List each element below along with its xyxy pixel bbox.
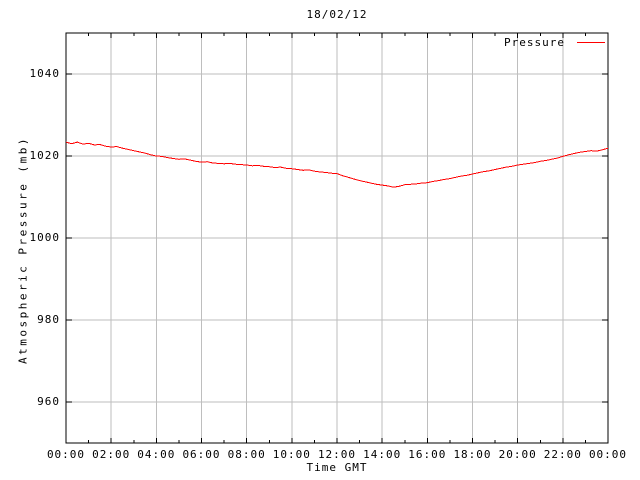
y-tick-label: 1000 bbox=[29, 231, 60, 244]
x-tick-label: 16:00 bbox=[408, 448, 447, 461]
legend-label-pressure: Pressure bbox=[504, 36, 565, 49]
x-tick-label: 18:00 bbox=[453, 448, 492, 461]
legend-line-sample-icon bbox=[577, 42, 605, 43]
x-tick-label: 22:00 bbox=[543, 448, 582, 461]
x-tick-label: 14:00 bbox=[363, 448, 402, 461]
y-tick-label: 980 bbox=[37, 313, 60, 326]
x-tick-label: 20:00 bbox=[498, 448, 537, 461]
y-tick-label: 1020 bbox=[29, 149, 60, 162]
x-tick-label: 12:00 bbox=[317, 448, 357, 461]
x-tick-label: 00:00 bbox=[46, 448, 86, 461]
x-tick-label: 04:00 bbox=[137, 448, 176, 461]
series-line-pressure bbox=[65, 141, 609, 188]
x-axis-title: Time GMT bbox=[306, 461, 368, 474]
x-tick-label: 06:00 bbox=[182, 448, 221, 461]
x-tick-label: 00:00 bbox=[588, 448, 628, 461]
x-tick-label: 02:00 bbox=[92, 448, 131, 461]
y-tick-label: 960 bbox=[37, 395, 60, 408]
y-tick-label: 1040 bbox=[29, 67, 60, 80]
chart-title: 18/02/12 bbox=[306, 8, 368, 21]
x-tick-label: 08:00 bbox=[227, 448, 266, 461]
legend: Pressure bbox=[504, 36, 605, 49]
x-tick-label: 10:00 bbox=[272, 448, 311, 461]
y-axis-title: Atmospheric Pressure (mb) bbox=[16, 135, 30, 365]
